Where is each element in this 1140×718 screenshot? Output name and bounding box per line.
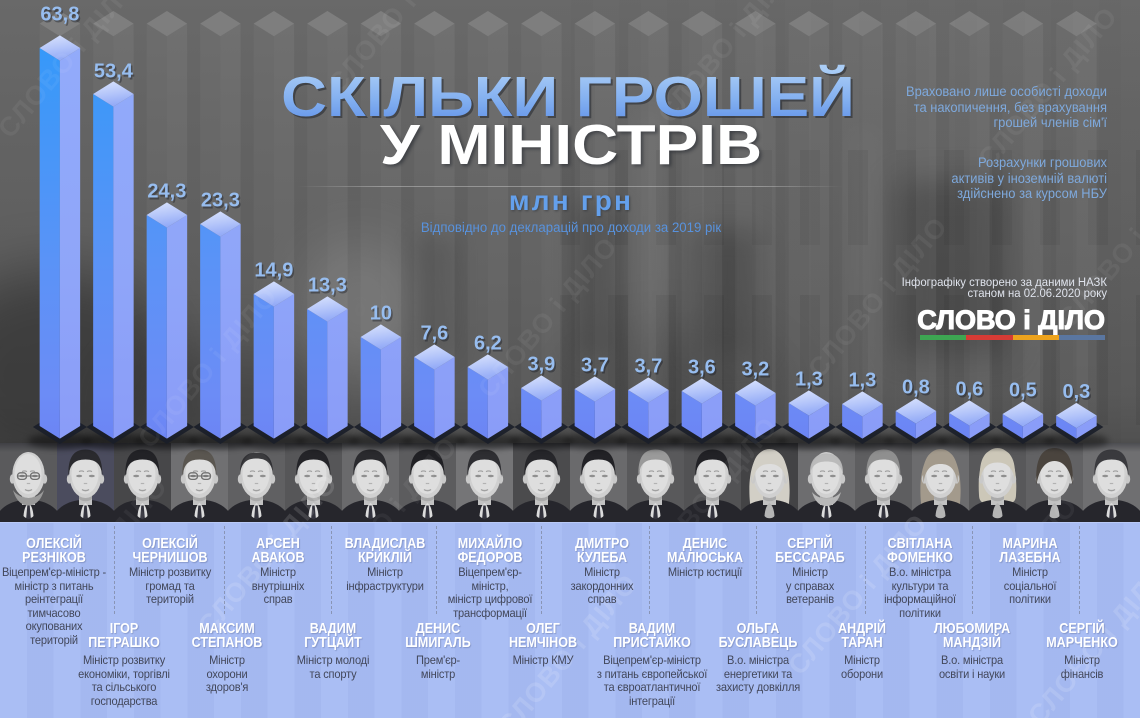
svg-text:3,7: 3,7 — [582, 356, 610, 378]
svg-text:6,2: 6,2 — [475, 334, 503, 356]
svg-text:3,7: 3,7 — [581, 354, 609, 376]
svg-text:0,8: 0,8 — [902, 376, 930, 398]
svg-text:0,3: 0,3 — [1062, 381, 1090, 403]
svg-text:23,3: 23,3 — [202, 191, 241, 213]
svg-text:63,8: 63,8 — [42, 5, 81, 27]
svg-text:14,9: 14,9 — [254, 259, 293, 281]
svg-text:3,6: 3,6 — [688, 356, 716, 378]
svg-text:24,3: 24,3 — [149, 182, 188, 204]
svg-text:24,3: 24,3 — [147, 180, 186, 202]
svg-text:63,8: 63,8 — [40, 3, 79, 25]
svg-text:7,6: 7,6 — [420, 322, 448, 344]
svg-text:1,3: 1,3 — [795, 368, 823, 390]
svg-text:13,3: 13,3 — [308, 274, 347, 296]
svg-text:3,7: 3,7 — [636, 357, 664, 379]
svg-text:10: 10 — [371, 304, 393, 326]
svg-text:0,8: 0,8 — [903, 378, 931, 400]
svg-text:3,2: 3,2 — [741, 358, 769, 380]
svg-text:0,5: 0,5 — [1009, 379, 1037, 401]
svg-text:14,9: 14,9 — [256, 261, 295, 283]
svg-text:6,2: 6,2 — [474, 332, 502, 354]
svg-text:1,3: 1,3 — [850, 371, 878, 393]
svg-text:53,4: 53,4 — [94, 60, 134, 82]
svg-text:3,7: 3,7 — [634, 355, 662, 377]
svg-text:7,6: 7,6 — [422, 324, 450, 346]
svg-text:0,3: 0,3 — [1064, 383, 1092, 405]
svg-text:3,9: 3,9 — [527, 353, 555, 375]
svg-text:0,6: 0,6 — [957, 380, 985, 402]
svg-text:3,2: 3,2 — [743, 360, 771, 382]
svg-text:10: 10 — [370, 302, 392, 324]
svg-text:0,6: 0,6 — [955, 378, 983, 400]
svg-text:13,3: 13,3 — [309, 276, 348, 298]
svg-text:3,6: 3,6 — [689, 358, 717, 380]
svg-text:53,4: 53,4 — [95, 62, 135, 84]
svg-text:1,3: 1,3 — [848, 369, 876, 391]
svg-text:3,9: 3,9 — [529, 355, 557, 377]
svg-text:1,3: 1,3 — [796, 370, 824, 392]
svg-text:0,5: 0,5 — [1010, 381, 1038, 403]
svg-text:23,3: 23,3 — [201, 189, 240, 211]
